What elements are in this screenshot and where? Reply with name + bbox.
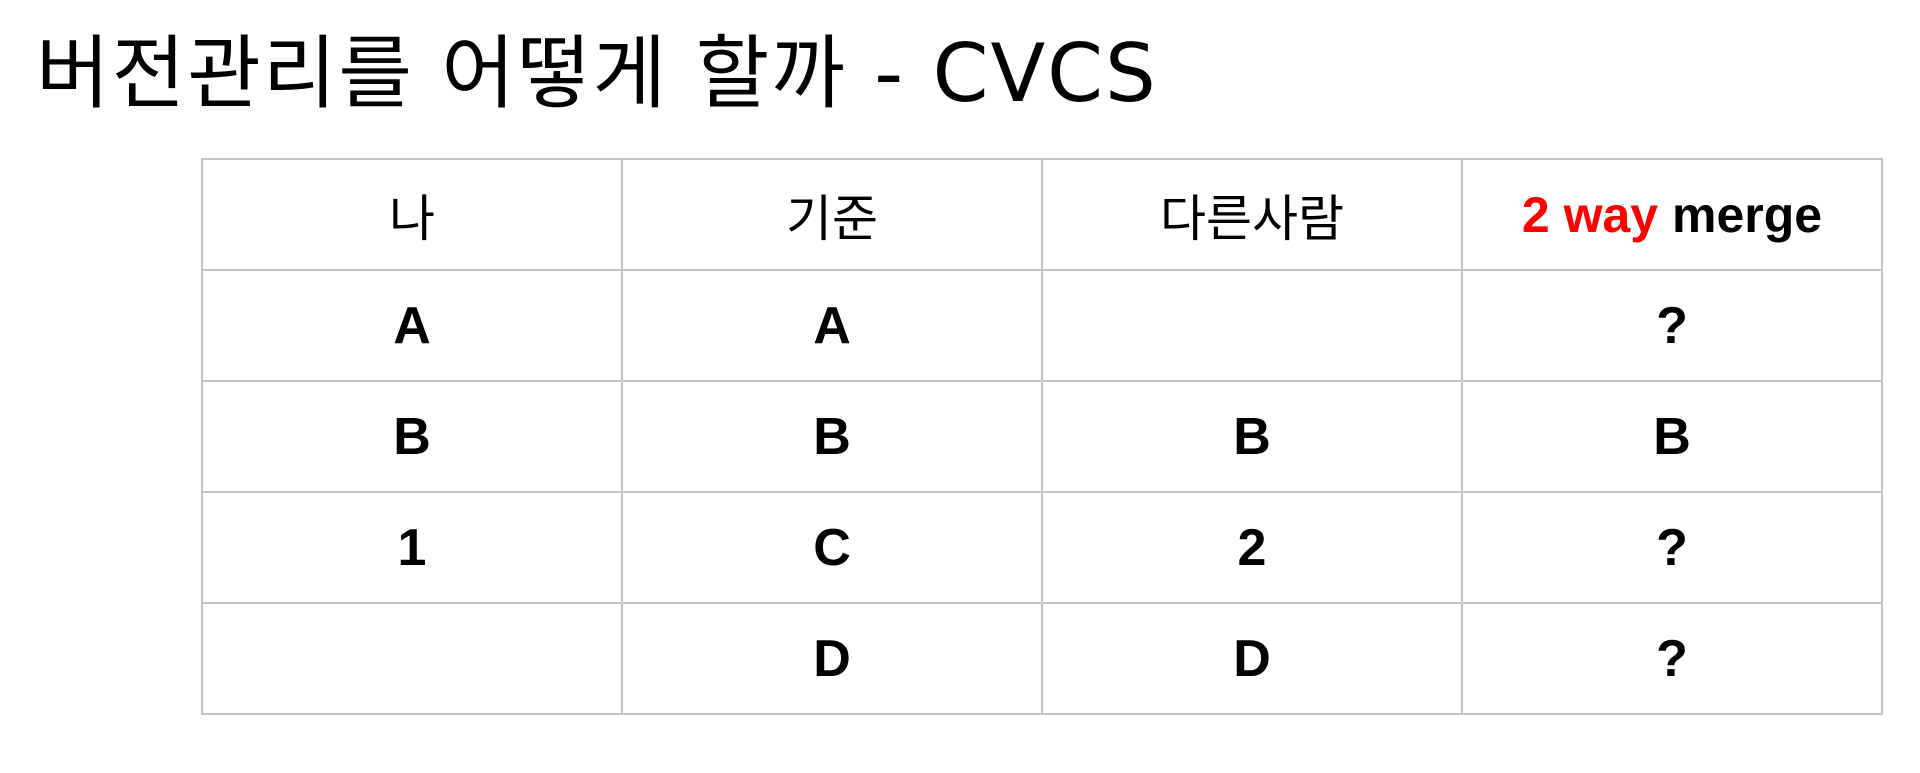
- cell-merge: ?: [1461, 602, 1883, 715]
- slide-title: 버전관리를 어떻게 할까 - CVCS: [36, 27, 1158, 120]
- table-row: D D ?: [201, 602, 1883, 715]
- cell-base: D: [621, 602, 1043, 715]
- header-other: 다른사람: [1041, 158, 1463, 271]
- cell-me: [201, 602, 623, 715]
- table-row: A A ?: [201, 269, 1883, 382]
- cell-merge: ?: [1461, 491, 1883, 604]
- cell-base: A: [621, 269, 1043, 382]
- cell-base: B: [621, 380, 1043, 493]
- table-row: 1 C 2 ?: [201, 491, 1883, 604]
- cell-me: A: [201, 269, 623, 382]
- merge-table-container: 나 기준 다른사람 2 way merge A A ? B B B B 1 C …: [201, 158, 1883, 715]
- cell-base: C: [621, 491, 1043, 604]
- cell-other: 2: [1041, 491, 1463, 604]
- cell-me: B: [201, 380, 623, 493]
- cell-other: [1041, 269, 1463, 382]
- cell-me: 1: [201, 491, 623, 604]
- header-merge: 2 way merge: [1461, 158, 1883, 271]
- cell-other: B: [1041, 380, 1463, 493]
- cell-merge: B: [1461, 380, 1883, 493]
- header-base: 기준: [621, 158, 1043, 271]
- cell-merge: ?: [1461, 269, 1883, 382]
- header-me: 나: [201, 158, 623, 271]
- header-merge-accent: 2 way: [1521, 186, 1659, 243]
- table-header-row: 나 기준 다른사람 2 way merge: [201, 158, 1883, 271]
- table-row: B B B B: [201, 380, 1883, 493]
- cell-other: D: [1041, 602, 1463, 715]
- header-merge-rest: merge: [1658, 186, 1823, 243]
- merge-table: 나 기준 다른사람 2 way merge A A ? B B B B 1 C …: [201, 158, 1883, 715]
